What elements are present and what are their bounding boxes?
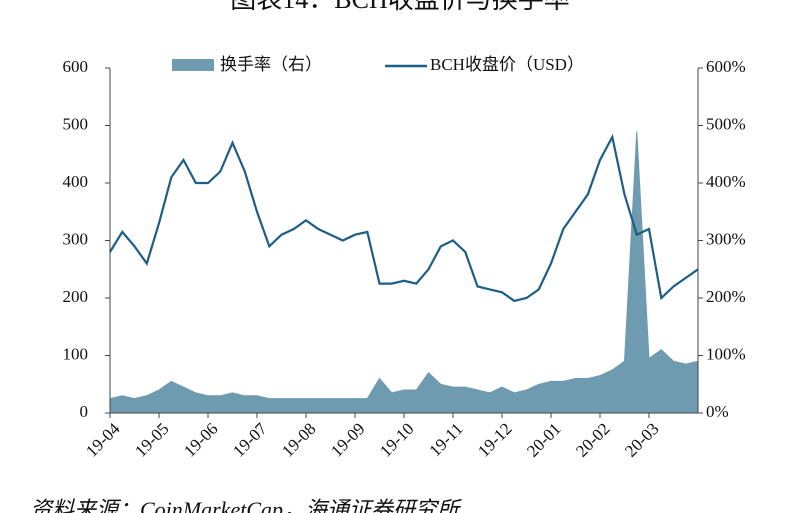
legend-label: BCH收盘价（USD） xyxy=(430,55,584,74)
chart-title: 图表14：BCH收盘价与换手率 xyxy=(230,0,569,14)
y2-tick-label: 500% xyxy=(706,114,746,133)
legend-swatch xyxy=(172,59,214,71)
x-tick-label: 19-04 xyxy=(82,419,124,461)
x-tick-label: 20-01 xyxy=(523,419,564,460)
y2-tick-label: 600% xyxy=(706,57,746,76)
y-tick-label: 0 xyxy=(80,402,89,421)
x-tick-label: 19-06 xyxy=(180,419,221,460)
x-tick-label: 19-07 xyxy=(229,419,271,461)
legend-label: 换手率（右） xyxy=(220,55,322,74)
x-tick-label: 19-10 xyxy=(376,419,417,460)
y2-tick-label: 400% xyxy=(706,172,746,191)
y2-tick-label: 200% xyxy=(706,287,746,306)
y2-tick-label: 100% xyxy=(706,344,746,363)
y-tick-label: 100 xyxy=(63,344,89,363)
source-note: 资料来源：CoinMarketCap，海通证券研究所 xyxy=(30,497,462,513)
x-tick-label: 19-08 xyxy=(278,419,319,460)
x-tick-label: 20-02 xyxy=(572,419,613,460)
y-tick-label: 600 xyxy=(63,57,89,76)
x-tick-label: 19-05 xyxy=(131,419,172,460)
turnover-area xyxy=(109,131,699,414)
y2-tick-label: 0% xyxy=(706,402,729,421)
y-tick-label: 300 xyxy=(63,229,89,248)
x-tick-label: 19-09 xyxy=(327,419,368,460)
x-tick-label: 19-12 xyxy=(474,419,515,460)
y-tick-label: 500 xyxy=(63,114,89,133)
x-tick-label: 20-03 xyxy=(621,419,662,460)
x-tick-label: 19-11 xyxy=(426,419,467,460)
y-tick-label: 200 xyxy=(63,287,89,306)
y2-tick-label: 300% xyxy=(706,229,746,248)
y-tick-label: 400 xyxy=(63,172,89,191)
price-line xyxy=(109,133,699,303)
